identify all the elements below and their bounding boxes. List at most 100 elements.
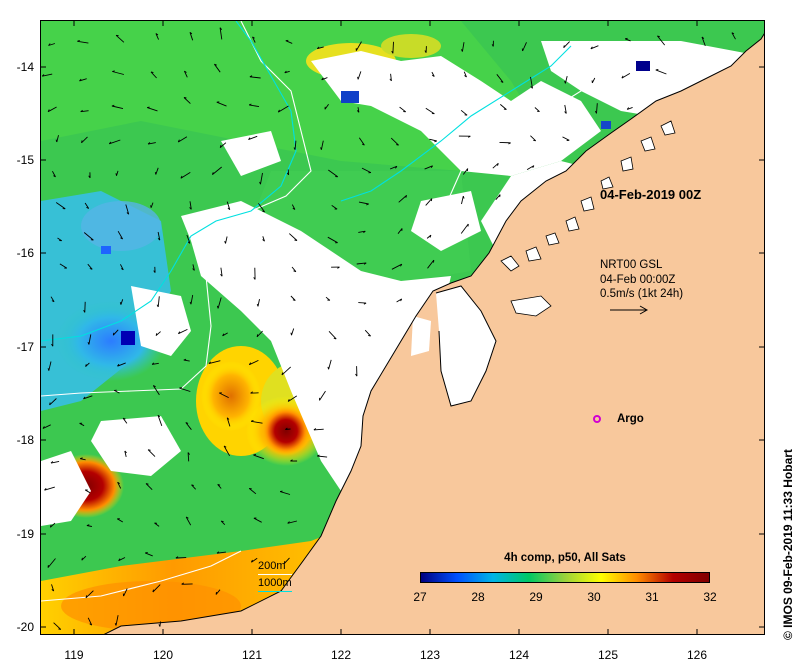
current-vector xyxy=(157,415,163,427)
current-vector xyxy=(397,228,403,234)
current-vector-head xyxy=(86,524,90,527)
current-vector xyxy=(214,63,221,73)
current-vector xyxy=(398,195,407,203)
current-vector xyxy=(219,392,229,399)
current-vector-head xyxy=(391,50,394,54)
current-vector-head xyxy=(292,207,296,210)
current-vector xyxy=(522,42,527,52)
current-vector xyxy=(252,36,256,43)
current-vector xyxy=(117,481,122,489)
current-vector-head xyxy=(424,50,427,53)
current-vector xyxy=(279,491,291,495)
current-vector xyxy=(150,71,157,79)
current-vector xyxy=(590,45,599,50)
current-vector xyxy=(655,69,667,75)
current-vector-head xyxy=(431,74,435,77)
current-vector xyxy=(192,264,195,271)
current-vector-head xyxy=(317,454,320,457)
current-vector xyxy=(390,73,392,81)
current-vector-head xyxy=(563,45,565,48)
colorbar-tick: 29 xyxy=(529,590,543,604)
contour-legend: 200m 1000m xyxy=(258,560,292,594)
current-vector xyxy=(287,395,298,402)
current-vector-head xyxy=(118,558,121,561)
current-vector-head xyxy=(120,237,123,240)
current-vector xyxy=(179,387,191,392)
current-vector-head xyxy=(284,70,287,74)
lon-label: 120 xyxy=(152,648,174,662)
current-vector-head xyxy=(337,266,340,269)
current-vector-head xyxy=(185,516,189,519)
current-vector xyxy=(112,329,119,336)
current-vector-head xyxy=(86,206,89,209)
current-vector xyxy=(427,259,435,269)
current-vector xyxy=(42,73,53,77)
current-vector xyxy=(596,103,598,114)
current-vector-head xyxy=(51,300,55,303)
current-vector-head xyxy=(112,70,115,72)
current-vector-head xyxy=(222,333,225,337)
current-vector-head xyxy=(361,143,365,146)
current-vector-head xyxy=(405,195,408,198)
argo-float-marker[interactable] xyxy=(593,415,601,423)
current-vector xyxy=(120,264,124,271)
contour-1000m-line xyxy=(258,591,292,592)
current-vector-head xyxy=(44,487,47,491)
current-vector-head xyxy=(286,172,289,176)
current-vector xyxy=(189,32,194,41)
current-vector-head xyxy=(625,37,628,40)
current-vector xyxy=(290,295,296,301)
current-vector-head xyxy=(290,332,292,336)
current-vector xyxy=(331,205,338,210)
current-vector-head xyxy=(42,426,45,429)
current-vector-head xyxy=(287,399,290,402)
current-vector xyxy=(117,518,124,523)
current-vector-head xyxy=(80,109,83,113)
current-vector xyxy=(320,140,324,150)
sst-map[interactable] xyxy=(40,20,765,635)
current-vector-head xyxy=(259,181,261,185)
current-vector-head xyxy=(180,175,183,179)
current-vector-head xyxy=(179,387,182,389)
current-vector-head xyxy=(248,137,251,140)
current-vector xyxy=(356,262,367,265)
current-vector xyxy=(425,198,433,206)
current-vector-head xyxy=(395,166,398,169)
current-vector xyxy=(189,201,192,210)
current-vector xyxy=(355,41,362,51)
current-vector xyxy=(256,330,263,338)
current-vector xyxy=(185,422,192,430)
current-vector-head xyxy=(701,36,705,39)
current-vector-head xyxy=(223,445,227,448)
current-vector-head xyxy=(85,364,87,367)
current-vector-head xyxy=(262,239,265,242)
current-vector xyxy=(461,196,464,205)
current-vector xyxy=(113,390,120,394)
current-vector-head xyxy=(87,342,90,345)
current-vector xyxy=(624,38,631,42)
current-vector-head xyxy=(491,44,494,47)
current-vector xyxy=(80,458,86,461)
current-vector xyxy=(530,76,533,89)
current-vector xyxy=(460,223,469,234)
current-vector xyxy=(294,140,297,150)
lat-label: -17 xyxy=(16,340,34,354)
current-vector xyxy=(288,233,298,241)
current-vector-head xyxy=(590,46,593,50)
current-vector xyxy=(42,424,51,429)
current-vector-head xyxy=(429,234,432,238)
current-vector-head xyxy=(248,103,252,106)
current-vector-head xyxy=(321,77,324,81)
current-vector xyxy=(392,41,394,54)
current-vector xyxy=(83,232,94,241)
current-vector xyxy=(44,486,55,491)
current-vector-head xyxy=(731,32,735,35)
current-vector xyxy=(87,263,93,270)
current-vector-head xyxy=(120,268,124,271)
current-vector xyxy=(526,165,535,170)
current-vector xyxy=(152,362,159,365)
current-vector-head xyxy=(157,237,161,241)
current-vector xyxy=(122,417,128,424)
current-vector xyxy=(178,136,188,143)
current-vector xyxy=(147,449,156,457)
